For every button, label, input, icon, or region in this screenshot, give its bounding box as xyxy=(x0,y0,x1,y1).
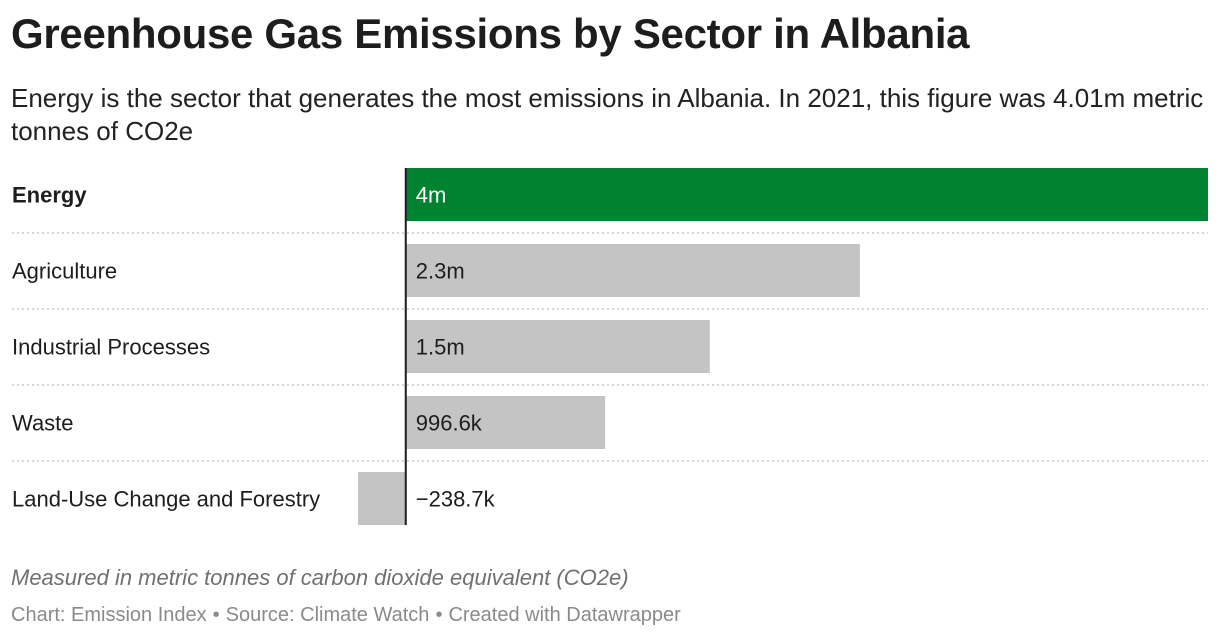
chart-subtitle: Energy is the sector that generates the … xyxy=(11,83,1204,146)
value-label: 2.3m xyxy=(416,259,465,284)
footer-chart-credit: Chart: Emission Index xyxy=(11,604,207,626)
value-label: 1.5m xyxy=(416,335,465,360)
chart-notes: Measured in metric tonnes of carbon diox… xyxy=(11,565,629,590)
footer-source: Source: Climate Watch xyxy=(225,604,430,626)
value-label: 996.6k xyxy=(416,411,483,436)
bar xyxy=(358,472,406,525)
bar xyxy=(405,168,1208,221)
chart-title: Greenhouse Gas Emissions by Sector in Al… xyxy=(11,10,970,57)
chart-footer: Chart: Emission Index • Source: Climate Wa… xyxy=(11,604,681,627)
footer-separator: • xyxy=(435,604,443,626)
value-label: 4m xyxy=(416,183,447,208)
value-label: −238.7k xyxy=(416,487,496,512)
category-label: Waste xyxy=(12,411,74,436)
bar xyxy=(405,244,860,297)
bar xyxy=(405,396,606,449)
category-label: Agriculture xyxy=(12,259,117,284)
bar-chart: Energy 4m Agriculture 2.3m Industrial Proces… xyxy=(12,168,1208,525)
category-label: Energy xyxy=(12,183,87,208)
bar xyxy=(405,320,710,373)
category-label: Land-Use Change and Forestry xyxy=(12,487,320,512)
category-label: Industrial Processes xyxy=(12,335,210,360)
footer-separator: • xyxy=(212,604,220,626)
footer-created-with: Created with Datawrapper xyxy=(448,604,681,626)
